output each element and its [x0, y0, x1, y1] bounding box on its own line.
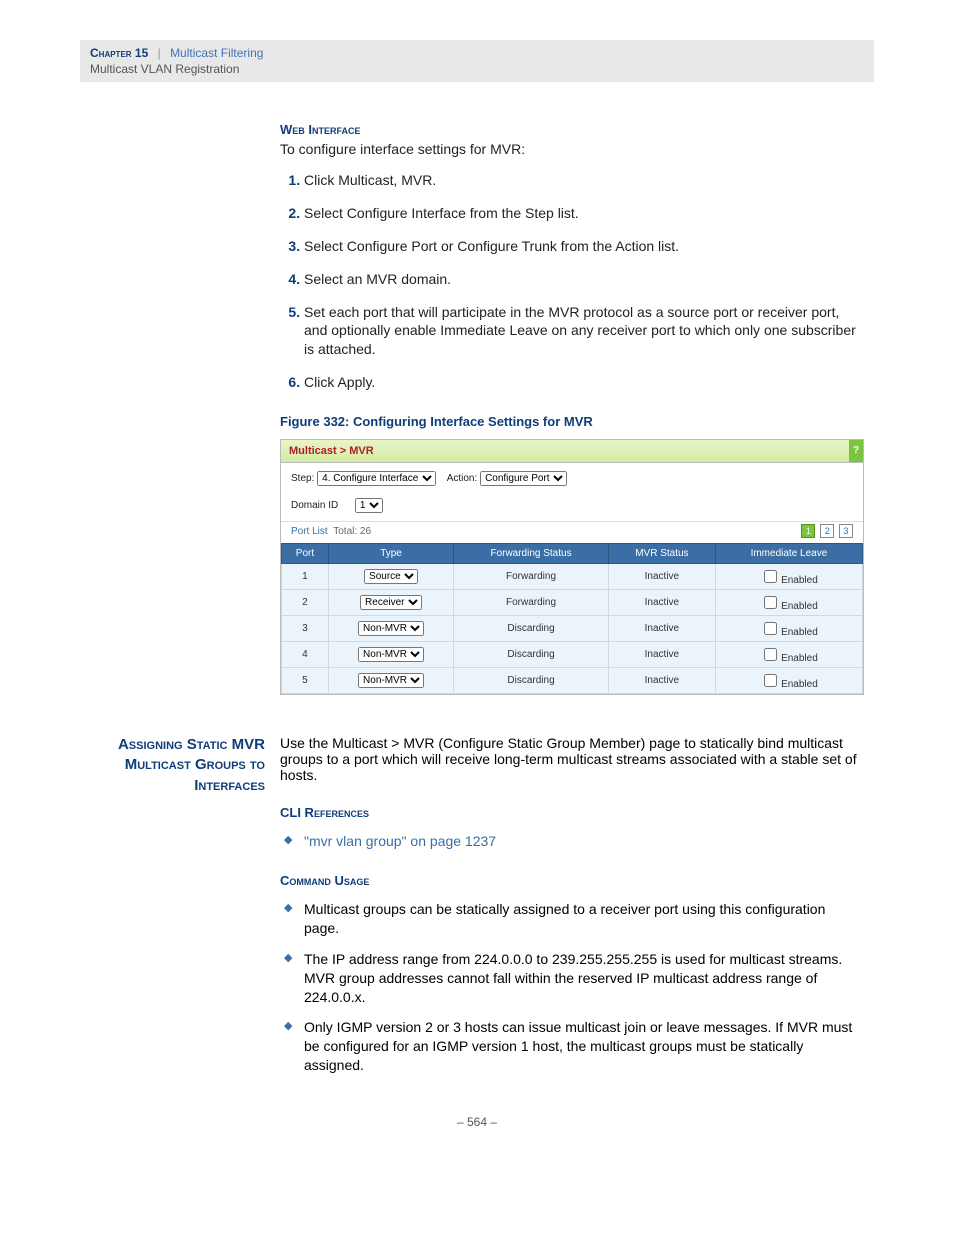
table-row: 1 Source Forwarding Inactive Enabled	[282, 564, 863, 590]
cli-references-title: CLI References	[280, 805, 864, 820]
leave-checkbox[interactable]	[764, 570, 777, 583]
type-select[interactable]: Non-MVR	[358, 647, 424, 662]
step-1: Click Multicast, MVR.	[304, 171, 864, 190]
step-select[interactable]: 4. Configure Interface	[317, 471, 436, 486]
domain-label: Domain ID	[291, 500, 338, 511]
cell-leave: Enabled	[715, 590, 862, 616]
page-header: Chapter 15 | Multicast Filtering Multica…	[80, 40, 874, 82]
leave-checkbox[interactable]	[764, 648, 777, 661]
step-6: Click Apply.	[304, 373, 864, 392]
cell-port: 5	[282, 668, 329, 694]
pager-2[interactable]: 2	[820, 524, 834, 538]
usage-list: Multicast groups can be statically assig…	[280, 900, 864, 1075]
cell-port: 1	[282, 564, 329, 590]
topic-label: Multicast Filtering	[170, 46, 263, 60]
command-usage-title: Command Usage	[280, 873, 864, 888]
mvr-screenshot-panel: Multicast > MVR ? Step: 4. Configure Int…	[280, 439, 864, 695]
cli-list: "mvr vlan group" on page 1237	[280, 832, 864, 851]
steps-list: Click Multicast, MVR. Select Configure I…	[280, 171, 864, 392]
step-5: Set each port that will participate in t…	[304, 303, 864, 360]
cell-type: Non-MVR	[328, 642, 453, 668]
usage-item: Only IGMP version 2 or 3 hosts can issue…	[304, 1018, 864, 1075]
type-select[interactable]: Non-MVR	[358, 673, 424, 688]
type-select[interactable]: Non-MVR	[358, 621, 424, 636]
chapter-label: Chapter 15	[90, 46, 148, 60]
cell-type: Receiver	[328, 590, 453, 616]
cell-fwd: Discarding	[454, 616, 609, 642]
mvr-controls-row: Step: 4. Configure Interface Action: Con…	[281, 463, 863, 522]
cell-leave: Enabled	[715, 642, 862, 668]
cell-fwd: Discarding	[454, 642, 609, 668]
cell-leave: Enabled	[715, 668, 862, 694]
cell-status: Inactive	[608, 668, 715, 694]
usage-item: The IP address range from 224.0.0.0 to 2…	[304, 950, 864, 1007]
type-select[interactable]: Receiver	[360, 595, 422, 610]
action-select[interactable]: Configure Port	[480, 471, 567, 486]
subtopic-label: Multicast VLAN Registration	[90, 62, 864, 76]
page-number: – 564 –	[0, 1115, 954, 1129]
cell-status: Inactive	[608, 564, 715, 590]
cell-port: 2	[282, 590, 329, 616]
port-list-heading: Port List Total: 26 1 2 3	[281, 522, 863, 543]
mvr-table-body: 1 Source Forwarding Inactive Enabled 2 R…	[282, 564, 863, 694]
cell-leave: Enabled	[715, 564, 862, 590]
step-4: Select an MVR domain.	[304, 270, 864, 289]
table-row: 2 Receiver Forwarding Inactive Enabled	[282, 590, 863, 616]
step-label: Step:	[291, 473, 314, 484]
col-fwd: Forwarding Status	[454, 544, 609, 564]
mvr-port-table: Port Type Forwarding Status MVR Status I…	[281, 543, 863, 694]
port-pager: 1 2 3	[799, 524, 853, 538]
help-icon[interactable]: ?	[849, 440, 863, 462]
pager-1[interactable]: 1	[801, 524, 815, 538]
col-port: Port	[282, 544, 329, 564]
step-2: Select Configure Interface from the Step…	[304, 204, 864, 223]
figure-caption: Figure 332: Configuring Interface Settin…	[280, 414, 864, 429]
side-section-title: Assigning Static MVR Multicast Groups to…	[115, 735, 265, 796]
cli-link[interactable]: "mvr vlan group" on page 1237	[304, 833, 496, 849]
cell-fwd: Forwarding	[454, 564, 609, 590]
cell-status: Inactive	[608, 642, 715, 668]
cell-port: 3	[282, 616, 329, 642]
cell-leave: Enabled	[715, 616, 862, 642]
portlist-total: Total: 26	[333, 526, 371, 537]
domain-select[interactable]: 1	[355, 498, 383, 513]
leave-checkbox[interactable]	[764, 596, 777, 609]
cell-type: Non-MVR	[328, 616, 453, 642]
cell-fwd: Discarding	[454, 668, 609, 694]
cell-port: 4	[282, 642, 329, 668]
usage-item: Multicast groups can be statically assig…	[304, 900, 864, 938]
step-3: Select Configure Port or Configure Trunk…	[304, 237, 864, 256]
table-row: 4 Non-MVR Discarding Inactive Enabled	[282, 642, 863, 668]
pager-3[interactable]: 3	[839, 524, 853, 538]
col-status: MVR Status	[608, 544, 715, 564]
breadcrumb-text: Multicast > MVR	[289, 445, 374, 457]
type-select[interactable]: Source	[364, 569, 418, 584]
side-intro: Use the Multicast > MVR (Configure Stati…	[280, 735, 864, 783]
cell-status: Inactive	[608, 616, 715, 642]
portlist-label: Port List	[291, 526, 328, 537]
cell-fwd: Forwarding	[454, 590, 609, 616]
col-leave: Immediate Leave	[715, 544, 862, 564]
cell-type: Source	[328, 564, 453, 590]
cell-status: Inactive	[608, 590, 715, 616]
leave-checkbox[interactable]	[764, 674, 777, 687]
mvr-breadcrumb: Multicast > MVR ?	[281, 440, 863, 463]
web-interface-title: Web Interface	[280, 122, 864, 137]
leave-checkbox[interactable]	[764, 622, 777, 635]
header-separator: |	[158, 46, 161, 60]
web-interface-intro: To configure interface settings for MVR:	[280, 141, 864, 157]
table-row: 5 Non-MVR Discarding Inactive Enabled	[282, 668, 863, 694]
table-row: 3 Non-MVR Discarding Inactive Enabled	[282, 616, 863, 642]
col-type: Type	[328, 544, 453, 564]
action-label: Action:	[447, 473, 478, 484]
cell-type: Non-MVR	[328, 668, 453, 694]
